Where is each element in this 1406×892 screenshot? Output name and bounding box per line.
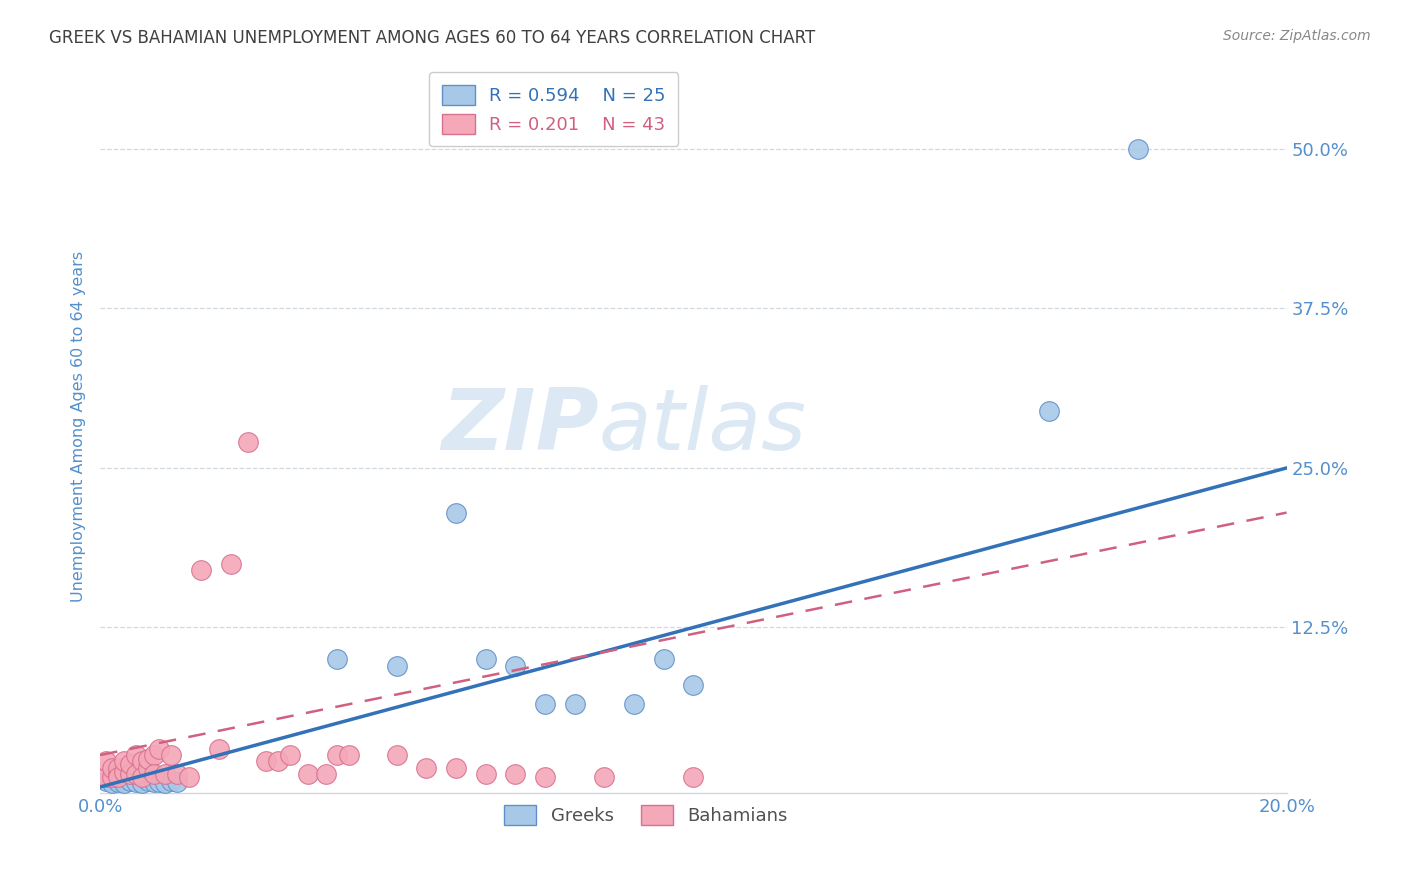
Point xyxy=(219,557,242,571)
Point xyxy=(564,697,586,711)
Point xyxy=(94,770,117,784)
Point xyxy=(278,747,301,762)
Text: atlas: atlas xyxy=(599,385,807,468)
Point xyxy=(160,773,183,788)
Point xyxy=(142,775,165,789)
Point xyxy=(179,770,201,784)
Point xyxy=(505,658,527,673)
Point xyxy=(238,435,260,450)
Y-axis label: Unemployment Among Ages 60 to 64 years: Unemployment Among Ages 60 to 64 years xyxy=(72,251,86,602)
Point xyxy=(131,770,153,784)
Point xyxy=(125,775,148,789)
Point xyxy=(444,506,467,520)
Point xyxy=(315,767,337,781)
Text: GREEK VS BAHAMIAN UNEMPLOYMENT AMONG AGES 60 TO 64 YEARS CORRELATION CHART: GREEK VS BAHAMIAN UNEMPLOYMENT AMONG AGE… xyxy=(49,29,815,46)
Point xyxy=(326,652,349,666)
Point xyxy=(254,755,277,769)
Point xyxy=(208,741,231,756)
Point xyxy=(682,678,704,692)
Point xyxy=(267,755,290,769)
Point xyxy=(385,658,408,673)
Point xyxy=(474,767,496,781)
Point xyxy=(326,747,349,762)
Point xyxy=(385,747,408,762)
Point xyxy=(297,767,319,781)
Point xyxy=(118,767,141,781)
Point xyxy=(107,770,129,784)
Point xyxy=(148,775,170,789)
Point xyxy=(142,747,165,762)
Point xyxy=(682,770,704,784)
Point xyxy=(166,767,188,781)
Point xyxy=(190,563,212,577)
Point xyxy=(148,741,170,756)
Point xyxy=(118,757,141,772)
Point xyxy=(444,761,467,775)
Point xyxy=(623,697,645,711)
Point xyxy=(166,775,188,789)
Point xyxy=(112,764,135,779)
Point xyxy=(142,767,165,781)
Point xyxy=(505,767,527,781)
Point xyxy=(94,773,117,788)
Point xyxy=(101,776,124,790)
Point xyxy=(652,652,675,666)
Text: ZIP: ZIP xyxy=(441,385,599,468)
Point xyxy=(337,747,360,762)
Point xyxy=(155,776,177,790)
Point xyxy=(131,755,153,769)
Point xyxy=(107,775,129,789)
Point xyxy=(131,776,153,790)
Point xyxy=(101,770,124,784)
Text: Source: ZipAtlas.com: Source: ZipAtlas.com xyxy=(1223,29,1371,43)
Point xyxy=(112,755,135,769)
Point xyxy=(112,776,135,790)
Point xyxy=(136,761,159,775)
Point xyxy=(125,767,148,781)
Point xyxy=(160,747,183,762)
Point xyxy=(136,773,159,788)
Point xyxy=(593,770,616,784)
Point xyxy=(107,761,129,775)
Point xyxy=(136,752,159,766)
Point xyxy=(474,652,496,666)
Point xyxy=(101,761,124,775)
Point xyxy=(534,697,557,711)
Point xyxy=(125,747,148,762)
Point xyxy=(107,767,129,781)
Point xyxy=(534,770,557,784)
Point xyxy=(1128,142,1150,156)
Point xyxy=(155,767,177,781)
Point xyxy=(118,773,141,788)
Point xyxy=(1038,403,1060,417)
Point xyxy=(415,761,437,775)
Point xyxy=(94,755,117,769)
Legend: Greeks, Bahamians: Greeks, Bahamians xyxy=(494,794,799,836)
